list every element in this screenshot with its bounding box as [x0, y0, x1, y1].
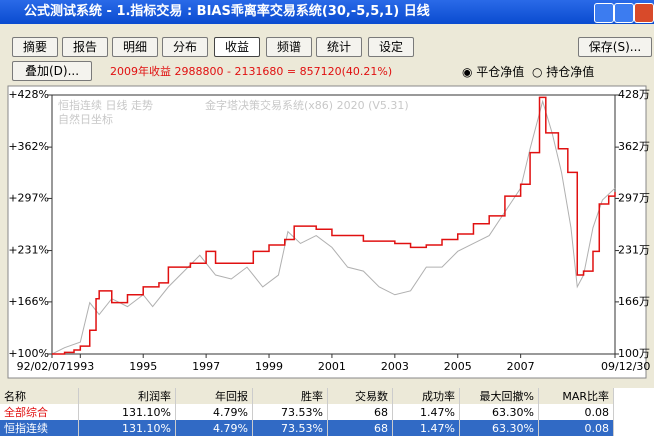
maximize[interactable]: [614, 3, 634, 23]
tab[interactable]: 摘要: [12, 37, 58, 57]
cell: 131.10%: [78, 404, 176, 420]
y-tick-label: +231%: [8, 244, 49, 257]
header-cell: 交易数: [327, 388, 393, 404]
cell: 恒指连续: [0, 420, 79, 436]
table-row[interactable]: 全部综合 131.10% 4.79% 73.53% 68 1.47% 63.30% 0.08: [0, 404, 614, 420]
x-tick-label: 2001: [318, 360, 346, 373]
cell: 73.53%: [252, 404, 328, 420]
cell: 0.08: [538, 420, 614, 436]
x-tick-label: 2007: [507, 360, 535, 373]
radio-label: 平仓净值: [476, 65, 525, 79]
y-tick-label: +428%: [8, 88, 49, 101]
x-tick-label: 2003: [381, 360, 409, 373]
cell: 4.79%: [175, 420, 253, 436]
annotation: 自然日坐标: [58, 112, 113, 126]
header-cell: 名称: [0, 388, 79, 404]
cell: 68: [327, 420, 393, 436]
tab[interactable]: 统计: [316, 37, 362, 57]
cell: 73.53%: [252, 420, 328, 436]
summary: 2009年收益 2988800 - 2131680 = 857120(40.21…: [110, 65, 393, 78]
radio[interactable]: ○ 持仓净值: [532, 65, 595, 79]
tab[interactable]: 明细: [112, 37, 158, 57]
x-tick-label: 1993: [66, 360, 94, 373]
chart: 恒指连续 日线 走势 金字塔决策交易系统(x86) 2020 (V5.31) 自…: [7, 85, 650, 379]
table-row[interactable]: 恒指连续 131.10% 4.79% 73.53% 68 1.47% 63.30% 0.08: [0, 420, 614, 436]
y2-tick-label: 166万: [618, 295, 650, 308]
y2-tick-label: 231万: [618, 244, 650, 257]
cell: 68: [327, 404, 393, 420]
cell: 131.10%: [78, 420, 176, 436]
x-tick-label: 1999: [255, 360, 283, 373]
y-tick-label: +297%: [8, 191, 49, 204]
cell: 1.47%: [392, 420, 460, 436]
header-cell: 胜率: [252, 388, 328, 404]
x-tick-label: 09/12/30: [601, 360, 650, 373]
header-cell: MAR比率: [538, 388, 614, 404]
y2-tick-label: 100万: [618, 347, 650, 360]
tab[interactable]: 收益: [214, 37, 260, 57]
x-tick-label: 2005: [444, 360, 472, 373]
header-row: 名称 利润率 年回报 胜率 交易数 成功率 最大回撤% MAR比率: [0, 388, 614, 404]
cell: 0.08: [538, 404, 614, 420]
annotation: 金字塔决策交易系统(x86) 2020 (V5.31): [205, 98, 409, 112]
save-button[interactable]: 保存(S)...: [578, 37, 652, 57]
annotation: 恒指连续 日线 走势: [58, 98, 153, 112]
title-bar: 公式测试系统 - 1.指标交易 : BIAS乖离率交易系统(30,-5,5,1)…: [0, 0, 654, 24]
radio-checked[interactable]: ◉ 平仓净值: [462, 65, 525, 79]
header-cell: 最大回撤%: [459, 388, 539, 404]
tab[interactable]: 频谱: [266, 37, 312, 57]
y-tick-label: +166%: [8, 295, 49, 308]
x-tick-label: 1997: [192, 360, 220, 373]
tab[interactable]: 报告: [62, 37, 108, 57]
tab[interactable]: 设定: [368, 37, 414, 57]
header-cell: 成功率: [392, 388, 460, 404]
header-cell: 年回报: [175, 388, 253, 404]
y2-tick-label: 428万: [618, 88, 650, 101]
cell: 4.79%: [175, 404, 253, 420]
overlay-button[interactable]: 叠加(D)...: [12, 61, 92, 81]
close[interactable]: [634, 3, 654, 23]
y2-tick-label: 362万: [618, 140, 650, 153]
table: 名称 利润率 年回报 胜率 交易数 成功率 最大回撤% MAR比率 全部综合 131.10% 4.7…: [0, 388, 614, 436]
series-line: [52, 96, 616, 355]
minimize[interactable]: [594, 3, 614, 23]
results-table: 名称 利润率 年回报 胜率 交易数 成功率 最大回撤% MAR比率 全部综合 131.10% 4.7…: [0, 388, 654, 448]
x-tick-label: 92/02/07: [17, 360, 66, 373]
cell: 全部综合: [0, 404, 79, 420]
cell: 63.30%: [459, 420, 539, 436]
plot-frame: [51, 94, 616, 355]
header-cell: 利润率: [78, 388, 176, 404]
y-tick-label: +362%: [8, 140, 49, 153]
radio-label: 持仓净值: [546, 65, 595, 79]
cell: 1.47%: [392, 404, 460, 420]
tab[interactable]: 分布: [162, 37, 208, 57]
x-tick-label: 1995: [129, 360, 157, 373]
y2-tick-label: 297万: [618, 191, 650, 204]
window-title: 公式测试系统 - 1.指标交易 : BIAS乖离率交易系统(30,-5,5,1)…: [24, 4, 430, 19]
cell: 63.30%: [459, 404, 539, 420]
y-tick-label: +100%: [8, 347, 49, 360]
